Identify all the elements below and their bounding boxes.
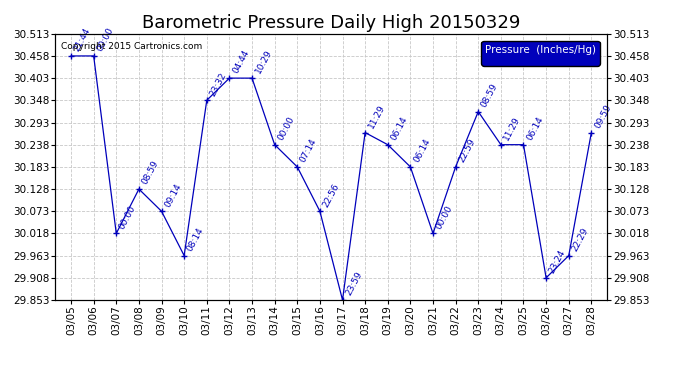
Text: 07:14: 07:14 bbox=[299, 137, 319, 164]
Text: 11:29: 11:29 bbox=[502, 115, 522, 142]
Text: 23:59: 23:59 bbox=[344, 270, 364, 297]
Text: Copyright 2015 Cartronics.com: Copyright 2015 Cartronics.com bbox=[61, 42, 202, 51]
Text: 04:44: 04:44 bbox=[230, 49, 250, 75]
Text: 22:29: 22:29 bbox=[570, 226, 590, 253]
Text: 09:59: 09:59 bbox=[593, 103, 613, 130]
Text: 22:56: 22:56 bbox=[322, 182, 342, 209]
Text: 08:59: 08:59 bbox=[140, 159, 160, 186]
Text: 00:00: 00:00 bbox=[435, 204, 455, 231]
Text: 23:24: 23:24 bbox=[547, 248, 567, 275]
Text: 08:14: 08:14 bbox=[186, 226, 206, 253]
Text: 22:59: 22:59 bbox=[457, 137, 477, 164]
Text: 23:32: 23:32 bbox=[208, 70, 228, 98]
Text: 00:00: 00:00 bbox=[276, 115, 296, 142]
Text: 06:14: 06:14 bbox=[412, 137, 432, 164]
Text: 08:59: 08:59 bbox=[480, 82, 500, 109]
Text: 11:29: 11:29 bbox=[366, 103, 386, 130]
Legend:  bbox=[481, 41, 600, 66]
Text: 09:14: 09:14 bbox=[163, 182, 183, 209]
Text: 06:14: 06:14 bbox=[389, 115, 409, 142]
Title: Barometric Pressure Daily High 20150329: Barometric Pressure Daily High 20150329 bbox=[142, 14, 520, 32]
Text: 00:00: 00:00 bbox=[95, 26, 115, 53]
Text: 00:00: 00:00 bbox=[118, 204, 138, 231]
Text: 06:14: 06:14 bbox=[525, 115, 545, 142]
Text: 21:44: 21:44 bbox=[72, 26, 92, 53]
Text: 10:29: 10:29 bbox=[253, 48, 273, 75]
